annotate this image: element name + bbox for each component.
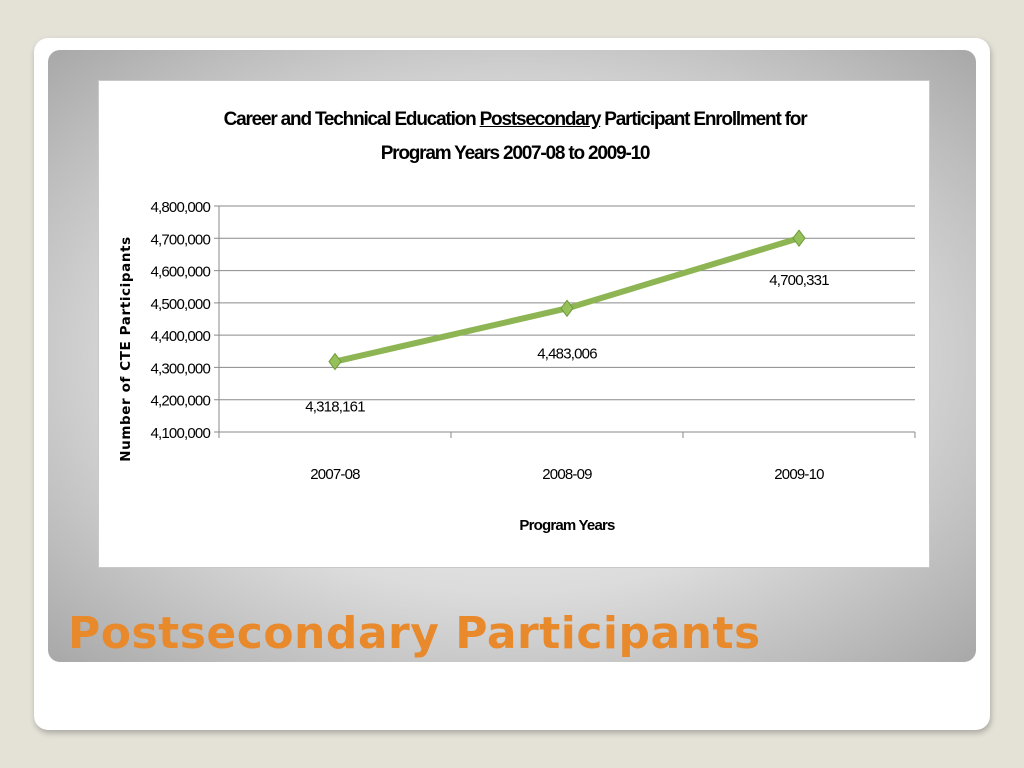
y-tick-label: 4,200,000 bbox=[150, 393, 210, 410]
line-chart: 4,100,000 4,200,000 4,300,000 4,400,000 4,50… bbox=[118, 199, 916, 534]
y-tick-label: 4,600,000 bbox=[150, 264, 210, 281]
data-point-marker bbox=[328, 352, 342, 371]
y-tick-label: 4,500,000 bbox=[150, 296, 210, 313]
data-label: 4,483,006 bbox=[537, 345, 597, 362]
chart-title-part-1: Career and Technical Education bbox=[223, 109, 480, 130]
x-tick-label: 2007-08 bbox=[310, 466, 360, 483]
chart-title-line-2: Program Years 2007-08 to 2009-10 bbox=[380, 143, 651, 164]
chart-title-part-2: Participant Enrollment for bbox=[600, 109, 807, 130]
x-tick-label: 2008-09 bbox=[542, 466, 592, 483]
y-tick-label: 4,700,000 bbox=[150, 231, 210, 248]
y-tick-label: 4,400,000 bbox=[150, 328, 210, 345]
y-tick-label: 4,300,000 bbox=[150, 360, 210, 377]
data-point-marker bbox=[560, 299, 574, 318]
slide-title: Postsecondary Participants bbox=[68, 608, 761, 659]
data-label: 4,318,161 bbox=[305, 399, 365, 416]
y-tick-label: 4,100,000 bbox=[150, 425, 210, 442]
chart-title-underlined: Postsecondary bbox=[479, 109, 602, 130]
data-label: 4,700,331 bbox=[769, 272, 829, 289]
data-point-marker bbox=[792, 229, 806, 248]
x-tick-label: 2009-10 bbox=[774, 466, 824, 483]
chart-container: Career and Technical Education Postsecon… bbox=[98, 80, 930, 568]
y-axis-title: Number of CTE Participants bbox=[118, 236, 134, 462]
chart-title: Career and Technical Education Postsecon… bbox=[99, 103, 931, 171]
x-axis-title: Program Years bbox=[519, 517, 615, 534]
y-tick-label: 4,800,000 bbox=[150, 199, 210, 216]
